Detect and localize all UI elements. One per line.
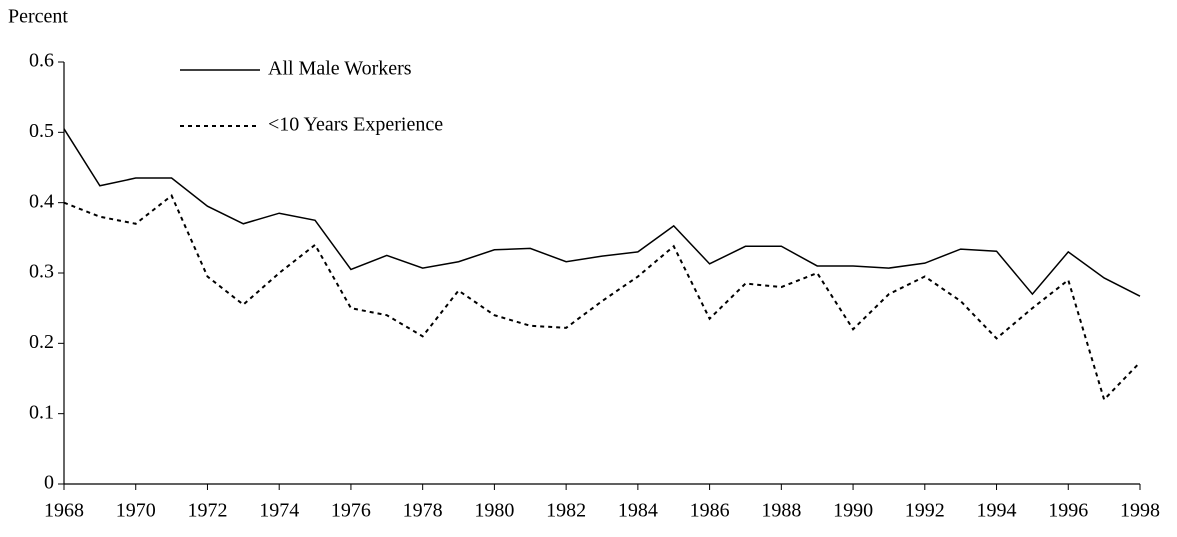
- x-tick-label: 1978: [403, 500, 443, 522]
- x-tick-label: 1996: [1048, 500, 1088, 522]
- y-tick-label: 0.1: [29, 401, 54, 423]
- y-axis-label: Percent: [8, 6, 68, 28]
- series-line: [63, 128, 1141, 297]
- y-tick-label: 0.6: [29, 50, 54, 72]
- x-tick-label: 1992: [905, 500, 945, 522]
- y-tick-label: 0.3: [29, 261, 54, 283]
- x-tick-label: 1994: [977, 500, 1017, 522]
- x-tick-label: 1990: [833, 500, 873, 522]
- x-tick-label: 1968: [44, 500, 84, 522]
- legend-label: <10 Years Experience: [268, 114, 443, 136]
- legend-label: All Male Workers: [268, 58, 412, 80]
- y-tick-label: 0.4: [29, 190, 54, 212]
- x-tick-label: 1984: [618, 500, 658, 522]
- x-tick-label: 1986: [690, 500, 730, 522]
- x-tick-label: 1970: [116, 500, 156, 522]
- x-tick-label: 1972: [187, 500, 227, 522]
- x-tick-label: 1976: [331, 500, 371, 522]
- x-tick-label: 1988: [761, 500, 801, 522]
- y-tick-label: 0: [44, 472, 54, 494]
- x-tick-label: 1980: [474, 500, 514, 522]
- series-line: [63, 194, 1141, 402]
- y-tick-label: 0.5: [29, 120, 54, 142]
- x-tick-label: 1974: [259, 500, 299, 522]
- x-tick-label: 1998: [1120, 500, 1160, 522]
- y-tick-label: 0.2: [29, 331, 54, 353]
- x-tick-label: 1982: [546, 500, 586, 522]
